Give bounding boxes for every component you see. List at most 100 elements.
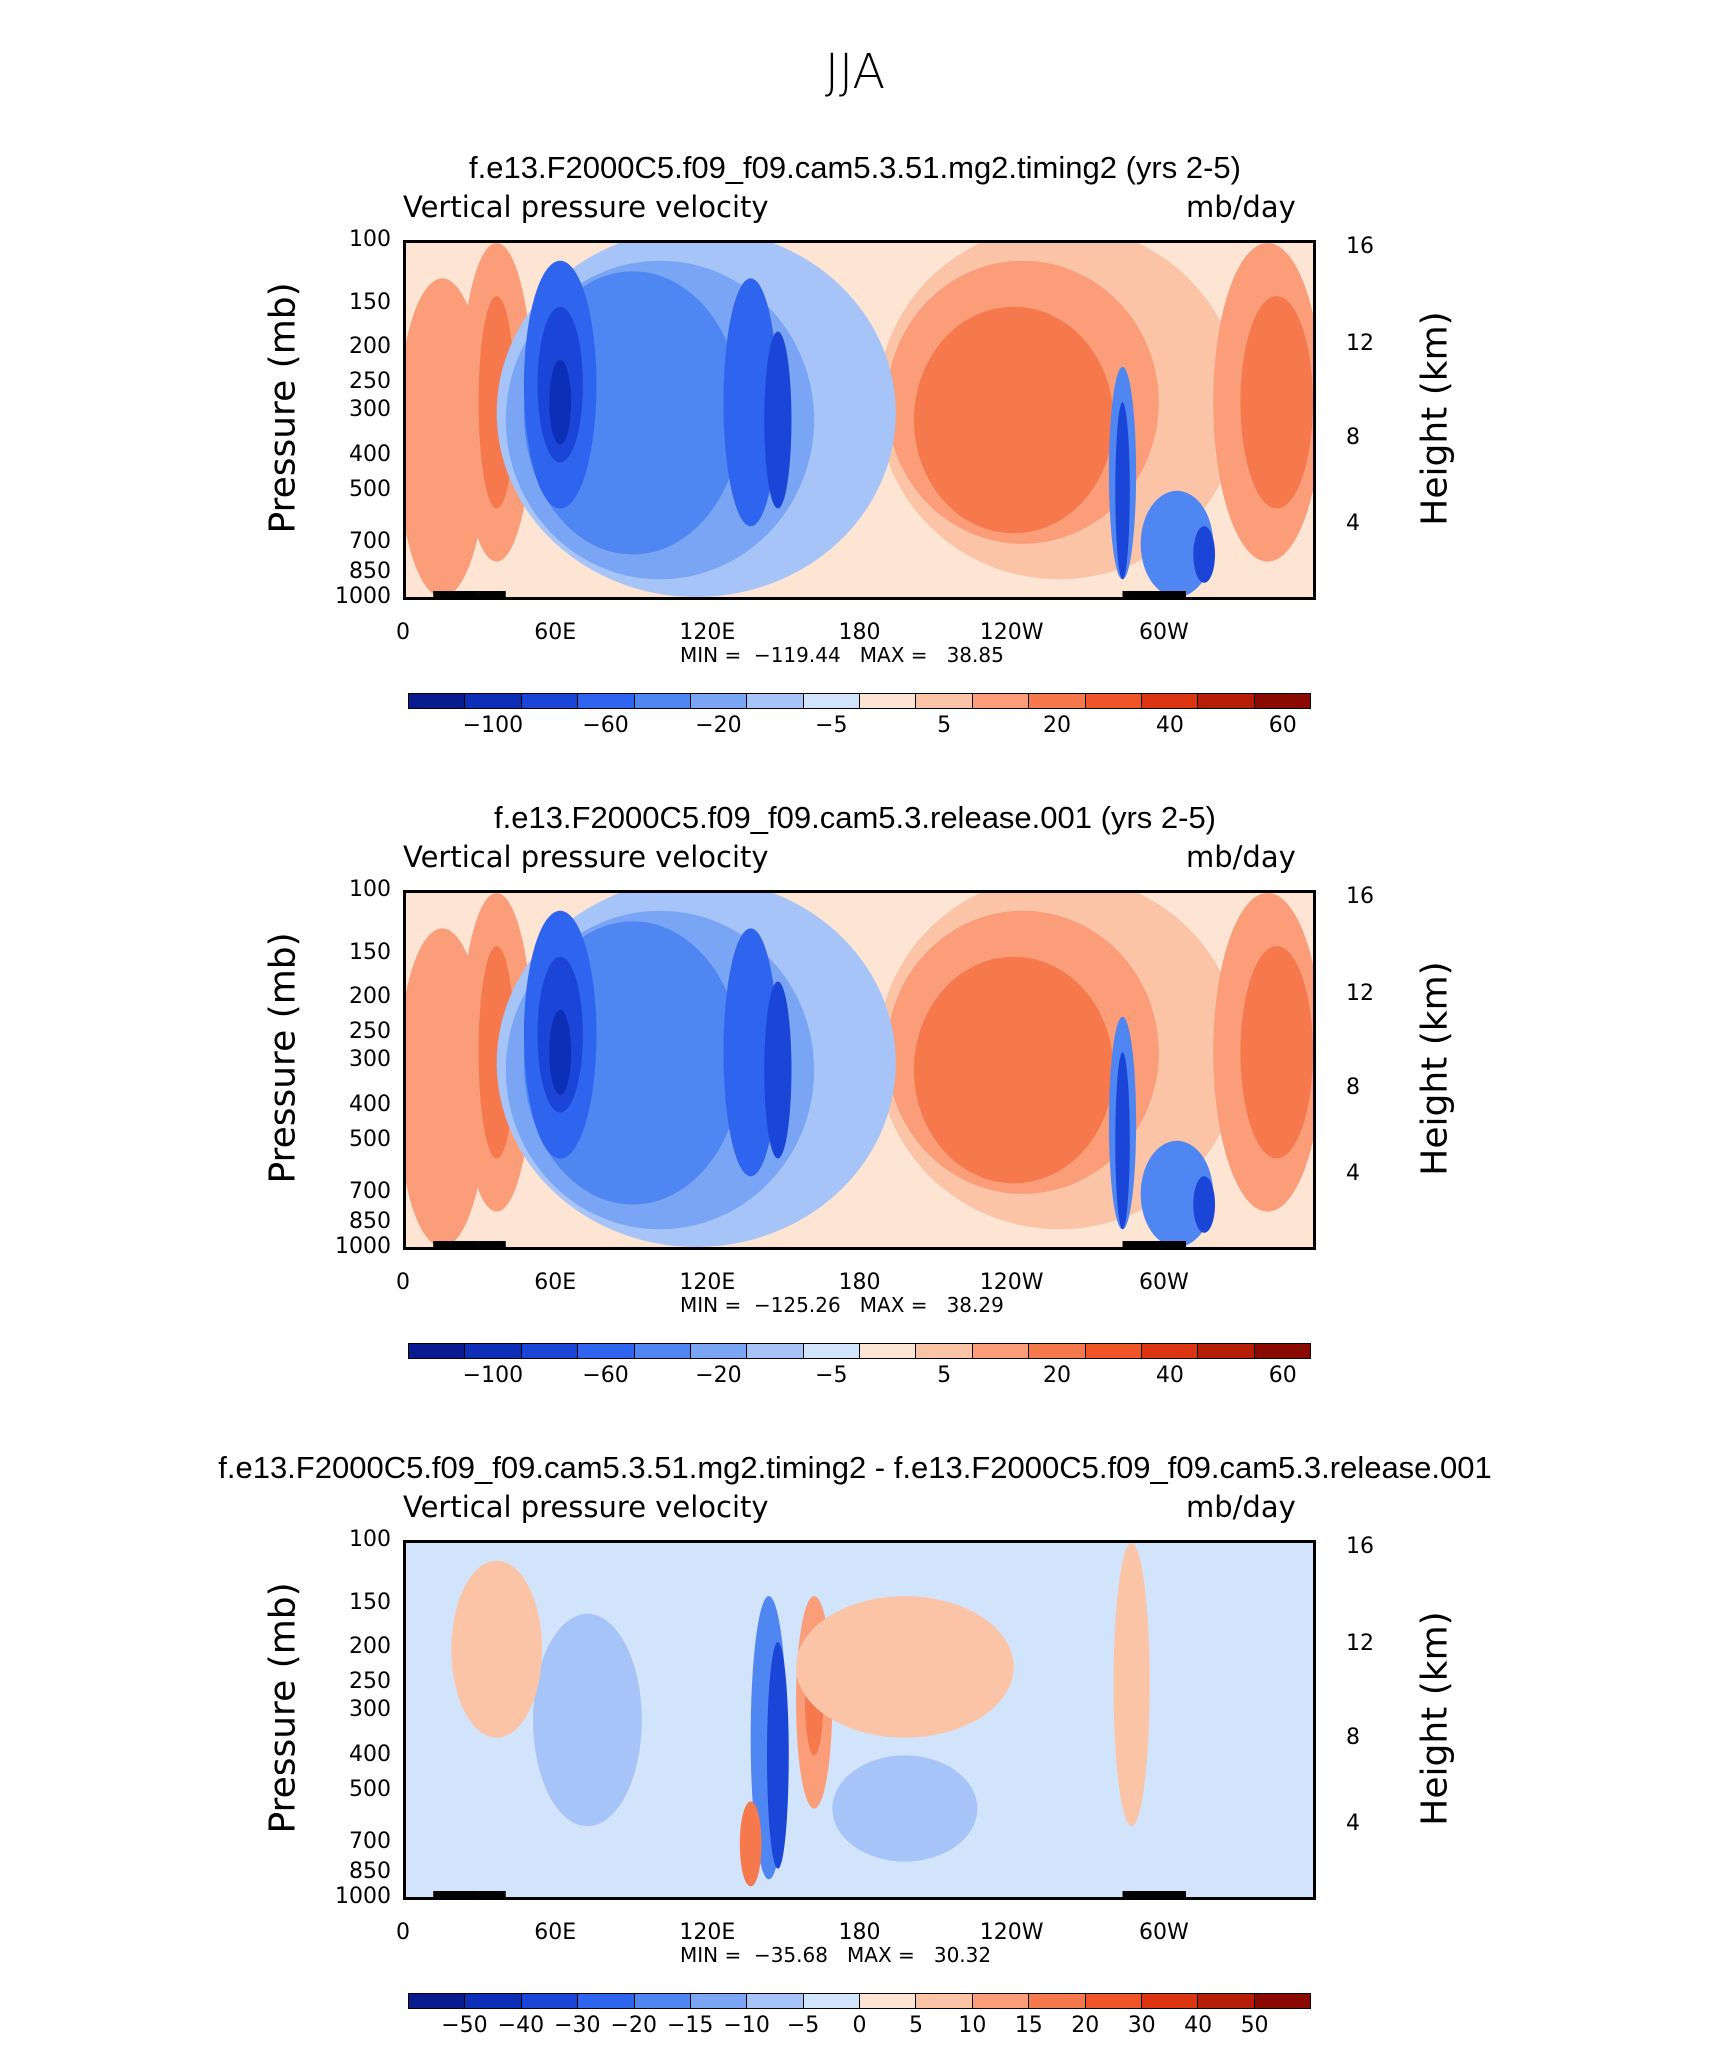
- pressure-tick-label: 850: [349, 1858, 391, 1884]
- colorbar-label: −20: [610, 2013, 657, 2038]
- min-max-label: MIN = −119.44 MAX = 38.85: [680, 643, 1004, 667]
- pressure-tick-label: 300: [349, 1047, 391, 1073]
- colorbar-label: 20: [1043, 713, 1072, 738]
- height-tick-label: 16: [1346, 234, 1374, 260]
- colorbar-swatch: [803, 1344, 860, 1358]
- colorbar-label: −5: [786, 2013, 820, 2038]
- y-axis-label-right: Height (km): [1414, 1611, 1456, 1826]
- colorbar-swatch: [860, 1344, 917, 1358]
- colorbar-label: 5: [937, 713, 952, 738]
- difference-positive: [739, 1801, 762, 1887]
- units-label: mb/day: [1186, 840, 1296, 874]
- colorbar-swatch: [690, 1994, 748, 2008]
- ascent-core: [723, 928, 778, 1177]
- colorbar-label: 15: [1014, 2013, 1043, 2038]
- figure-title: JJA: [824, 44, 886, 100]
- pressure-tick-label: 850: [349, 1208, 391, 1234]
- topography: [1122, 1891, 1187, 1897]
- pressure-tick-label: 1000: [335, 1234, 391, 1259]
- colorbar-swatch: [465, 1344, 522, 1358]
- colorbar-swatch: [972, 1994, 1030, 2008]
- x-tick-label: 0: [396, 1920, 410, 1945]
- subsidence-core: [1240, 296, 1313, 509]
- colorbar-swatch: [803, 1994, 860, 2008]
- height-tick-label: 4: [1346, 1161, 1360, 1187]
- colorbar-label: −100: [462, 713, 524, 738]
- colorbar-swatch: [465, 694, 522, 708]
- contour-field: [406, 893, 1313, 1247]
- height-tick-label: 8: [1346, 425, 1360, 450]
- ascent-core: [1140, 1140, 1214, 1247]
- pressure-tick-label: 850: [349, 558, 391, 584]
- colorbar-label: 60: [1268, 713, 1297, 738]
- pressure-tick-label: 500: [349, 1776, 391, 1802]
- colorbar-label: 5: [937, 1363, 952, 1388]
- colorbar-swatch: [1254, 1344, 1310, 1358]
- colorbar-swatch: [578, 1344, 635, 1358]
- pressure-tick-label: 400: [349, 1091, 391, 1117]
- colorbar-label: −20: [695, 713, 742, 738]
- pressure-tick-label: 700: [349, 1828, 391, 1854]
- colorbar-swatch: [1085, 1994, 1142, 2008]
- subsidence-core: [913, 306, 1114, 534]
- colorbar-swatch: [465, 1994, 522, 2008]
- topography: [478, 591, 506, 597]
- colorbar-swatch: [578, 694, 635, 708]
- height-tick-label: 4: [1346, 511, 1360, 537]
- colorbar: [408, 1343, 1311, 1359]
- colorbar-label: −50: [441, 2013, 488, 2038]
- height-tick-label: 8: [1346, 1725, 1360, 1750]
- colorbar-label: 0: [852, 2013, 867, 2038]
- colorbar-label: −5: [815, 1363, 848, 1388]
- pressure-tick-label: 700: [349, 528, 391, 554]
- pressure-tick-label: 250: [349, 1019, 391, 1045]
- colorbar-swatch: [521, 1344, 579, 1358]
- plot-area: [403, 890, 1316, 1250]
- pressure-tick-label: 1000: [335, 1884, 391, 1909]
- colorbar-swatch: [409, 1994, 466, 2008]
- difference-positive: [451, 1560, 543, 1738]
- colorbar-swatch: [860, 1994, 917, 2008]
- pressure-tick-label: 150: [349, 1589, 391, 1615]
- colorbar-label: 10: [958, 2013, 987, 2038]
- colorbar-label: 40: [1155, 713, 1184, 738]
- topography: [478, 1241, 506, 1247]
- pressure-tick-label: 250: [349, 1669, 391, 1695]
- x-tick-label: 60W: [1138, 1920, 1189, 1945]
- pressure-tick-label: 300: [349, 397, 391, 423]
- colorbar-swatch: [972, 694, 1030, 708]
- colorbar-label: 40: [1155, 1363, 1184, 1388]
- x-tick-label: 60W: [1138, 1270, 1189, 1295]
- colorbar-label: −5: [815, 713, 848, 738]
- panel-title: f.e13.F2000C5.f09_f09.cam5.3.51.mg2.timi…: [218, 1450, 1492, 1485]
- difference-negative: [832, 1755, 978, 1862]
- x-tick-label: 180: [838, 1270, 881, 1295]
- colorbar-swatch: [860, 694, 917, 708]
- variable-label: Vertical pressure velocity: [403, 190, 769, 224]
- variable-label: Vertical pressure velocity: [403, 840, 769, 874]
- y-axis-label-right: Height (km): [1414, 311, 1456, 526]
- x-tick-label: 120E: [679, 620, 736, 645]
- colorbar-swatch: [578, 1994, 635, 2008]
- variable-label: Vertical pressure velocity: [403, 1490, 769, 1524]
- colorbar-label: 20: [1043, 1363, 1072, 1388]
- height-tick-label: 8: [1346, 1075, 1360, 1100]
- colorbar-label: −30: [554, 2013, 601, 2038]
- colorbar-swatch: [1141, 1344, 1199, 1358]
- topography: [433, 591, 479, 597]
- x-tick-label: 60E: [534, 1270, 577, 1295]
- ascent-core: [1115, 402, 1130, 580]
- colorbar-swatch: [1029, 694, 1086, 708]
- y-axis-label: Pressure (mb): [262, 282, 304, 534]
- colorbar-swatch: [1085, 694, 1142, 708]
- colorbar-swatch: [916, 694, 973, 708]
- colorbar-swatch: [747, 1344, 804, 1358]
- y-axis-label: Pressure (mb): [262, 1582, 304, 1834]
- topography: [1122, 591, 1187, 597]
- colorbar-swatch: [521, 1994, 579, 2008]
- colorbar-swatch: [916, 1344, 973, 1358]
- topography: [1122, 1241, 1187, 1247]
- colorbar-swatch: [409, 1344, 466, 1358]
- colorbar-label: −20: [695, 1363, 742, 1388]
- height-tick-label: 12: [1346, 331, 1374, 357]
